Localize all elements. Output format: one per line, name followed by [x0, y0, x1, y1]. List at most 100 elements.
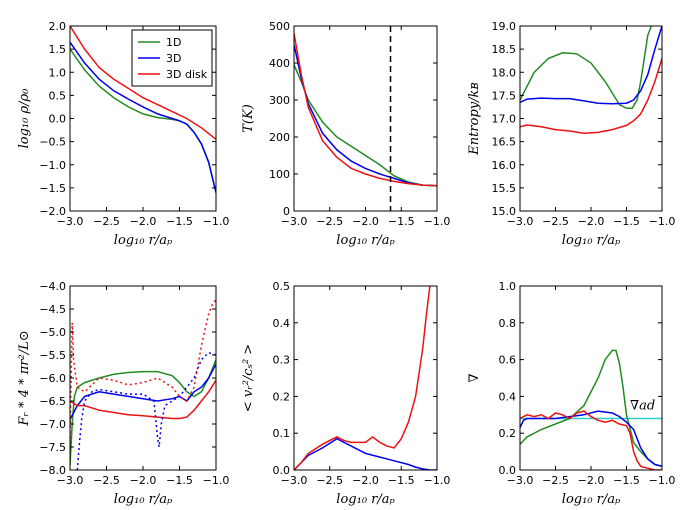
y-tick-label: −7.0 — [39, 418, 66, 431]
series-group — [520, 349, 662, 470]
x-tick-label: −2.0 — [130, 215, 157, 228]
y-tick-label: 500 — [269, 20, 290, 33]
y-tick-label: 300 — [269, 94, 290, 107]
y-tick-label: 2.0 — [49, 20, 67, 33]
x-tick-label: −1.0 — [203, 215, 230, 228]
y-tick-label: −8.0 — [39, 464, 66, 477]
x-tick-label: −1.0 — [203, 474, 230, 487]
y-tick-label: 0.2 — [273, 390, 291, 403]
x-axis-label: log₁₀ r/aₚ — [336, 492, 394, 507]
x-axis-label: log₁₀ r/aₚ — [114, 492, 172, 507]
x-tick-label: −2.5 — [542, 215, 569, 228]
y-axis-label: T(K) — [241, 104, 256, 133]
y-tick-label: −2.0 — [39, 205, 66, 218]
x-tick-label: −2.5 — [93, 215, 120, 228]
y-tick-label: 0.2 — [499, 427, 517, 440]
series-line-1d — [520, 349, 662, 468]
y-tick-label: 15.0 — [492, 205, 517, 218]
y-tick-label: 0.4 — [499, 390, 517, 403]
x-axis-label: log₁₀ r/aₚ — [562, 492, 620, 507]
series-line-1d — [70, 359, 216, 466]
y-tick-label: −1.5 — [39, 182, 66, 195]
x-tick-label: −1.0 — [649, 215, 676, 228]
y-tick-label: −4.0 — [39, 280, 66, 293]
series-line-3d-disk — [70, 26, 216, 140]
series-line-3d — [520, 26, 662, 105]
series-line-3d-disk-dotted — [70, 299, 216, 438]
y-tick-label: 0.8 — [499, 317, 517, 330]
y-tick-label: 18.0 — [492, 66, 517, 79]
y-tick-label: 18.5 — [492, 43, 517, 56]
x-tick-label: −2.5 — [93, 474, 120, 487]
series-group — [70, 26, 216, 193]
x-axis-label: log₁₀ r/aₚ — [336, 233, 394, 248]
y-tick-label: 17.0 — [492, 113, 517, 126]
x-tick-label: −3.0 — [507, 215, 534, 228]
series-group — [294, 286, 437, 470]
axes-frame — [519, 285, 663, 471]
y-tick-label: 17.5 — [492, 89, 517, 102]
x-tick-label: −1.5 — [166, 215, 193, 228]
x-tick-label: −2.5 — [316, 474, 343, 487]
x-tick-label: −3.0 — [507, 474, 534, 487]
x-tick-label: −2.0 — [352, 215, 379, 228]
x-tick-label: −2.0 — [130, 474, 157, 487]
x-tick-label: −1.5 — [166, 474, 193, 487]
legend: 1D 3D 3D disk — [131, 29, 213, 87]
y-tick-label: −4.5 — [39, 303, 66, 316]
series-line-3d-dotted — [76, 351, 216, 470]
y-axis-label: Entropy/kʙ — [467, 82, 482, 155]
series-line-3d-disk — [294, 286, 431, 470]
series-line-3d — [294, 44, 437, 187]
x-tick-label: −2.0 — [352, 474, 379, 487]
y-tick-label: 0.0 — [273, 464, 291, 477]
x-tick-label: −1.0 — [649, 474, 676, 487]
series-line-3d — [70, 41, 216, 193]
series-line-3d-disk — [70, 379, 216, 420]
panel-1: −3.0 −2.5 −2.0 −1.5 −1.0 −2.0 −1.5 −1.0 −0.5 0.0 0… — [17, 20, 229, 248]
y-tick-label: 16.5 — [492, 136, 517, 149]
y-tick-label: −1.0 — [39, 159, 66, 172]
x-tick-label: −2.0 — [578, 474, 605, 487]
y-axis-label: Fᵣ * 4 * πr²/L⊙ — [17, 330, 32, 426]
x-tick-label: −2.5 — [542, 474, 569, 487]
y-axis-label: ∇ — [467, 373, 482, 382]
series-line-1d — [520, 26, 653, 110]
y-tick-label: −5.5 — [39, 349, 66, 362]
x-tick-label: −1.5 — [613, 215, 640, 228]
y-tick-label: 400 — [269, 57, 290, 70]
series-group — [294, 33, 437, 187]
nabla-ad-annotation: ∇ad — [630, 398, 655, 413]
y-tick-label: 0.0 — [49, 113, 67, 126]
x-tick-label: −1.0 — [424, 474, 451, 487]
axes-frame — [519, 25, 663, 212]
y-tick-label: 0 — [283, 205, 290, 218]
y-tick-label: 15.5 — [492, 182, 517, 195]
series-line-3d — [294, 437, 437, 470]
series-line-3d — [70, 363, 216, 420]
series-line-3d-disk — [520, 410, 662, 470]
y-axis-label: log₁₀ ρ/ρ₀ — [17, 88, 32, 149]
panel-5: −3.0 −2.5 −2.0 −1.5 −1.0 0.0 0.1 0.2 0.3 0.4 0.5 lo… — [241, 280, 450, 507]
legend-entry: 3D disk — [166, 68, 208, 81]
y-tick-label: −6.5 — [39, 395, 66, 408]
axes-frame — [69, 285, 217, 471]
series-line-3d-disk — [294, 33, 437, 187]
y-tick-label: 0.5 — [273, 280, 291, 293]
x-tick-label: −1.5 — [388, 474, 415, 487]
x-tick-label: −3.0 — [281, 474, 308, 487]
series-line-3d-disk — [520, 58, 662, 135]
x-tick-label: −1.5 — [388, 215, 415, 228]
x-axis-label: log₁₀ r/aₚ — [114, 233, 172, 248]
y-tick-label: 0.6 — [499, 354, 517, 367]
y-tick-label: 0.1 — [273, 427, 291, 440]
y-tick-label: 16.0 — [492, 159, 517, 172]
x-tick-label: −2.5 — [316, 215, 343, 228]
y-tick-label: 0.3 — [273, 354, 291, 367]
y-tick-label: 100 — [269, 168, 290, 181]
y-tick-label: 200 — [269, 131, 290, 144]
y-tick-label: 0.0 — [499, 464, 517, 477]
y-tick-label: −5.0 — [39, 326, 66, 339]
legend-entry: 3D — [166, 52, 181, 65]
y-tick-label: 1.0 — [499, 280, 517, 293]
